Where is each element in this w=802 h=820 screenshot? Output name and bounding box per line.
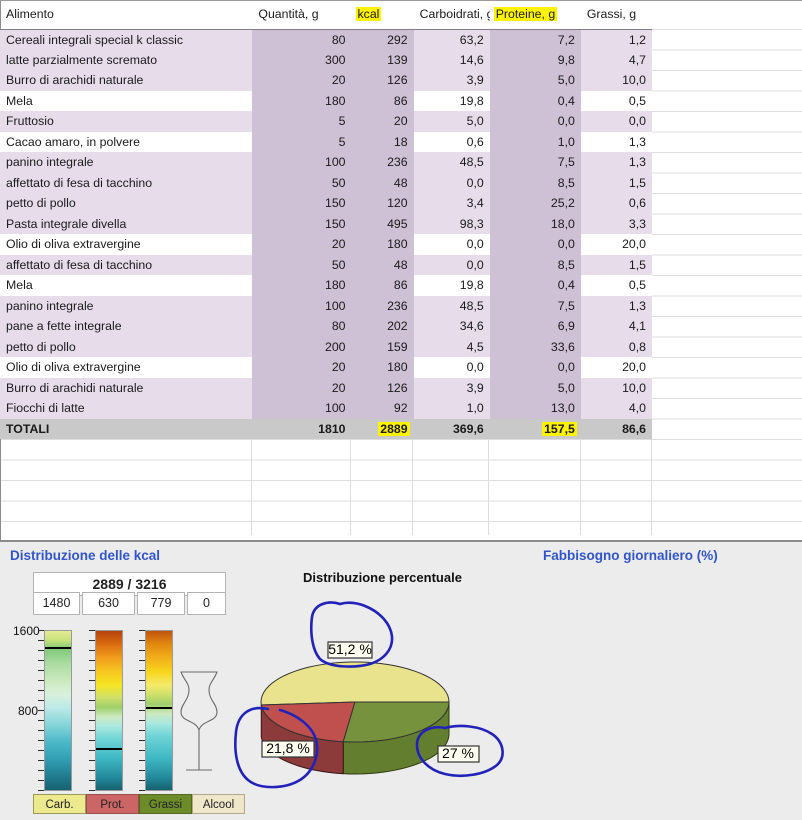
svg-text:51,2 %: 51,2 % [328,641,372,657]
svg-text:21,8 %: 21,8 % [266,740,310,756]
svg-text:27 %: 27 % [442,745,474,761]
